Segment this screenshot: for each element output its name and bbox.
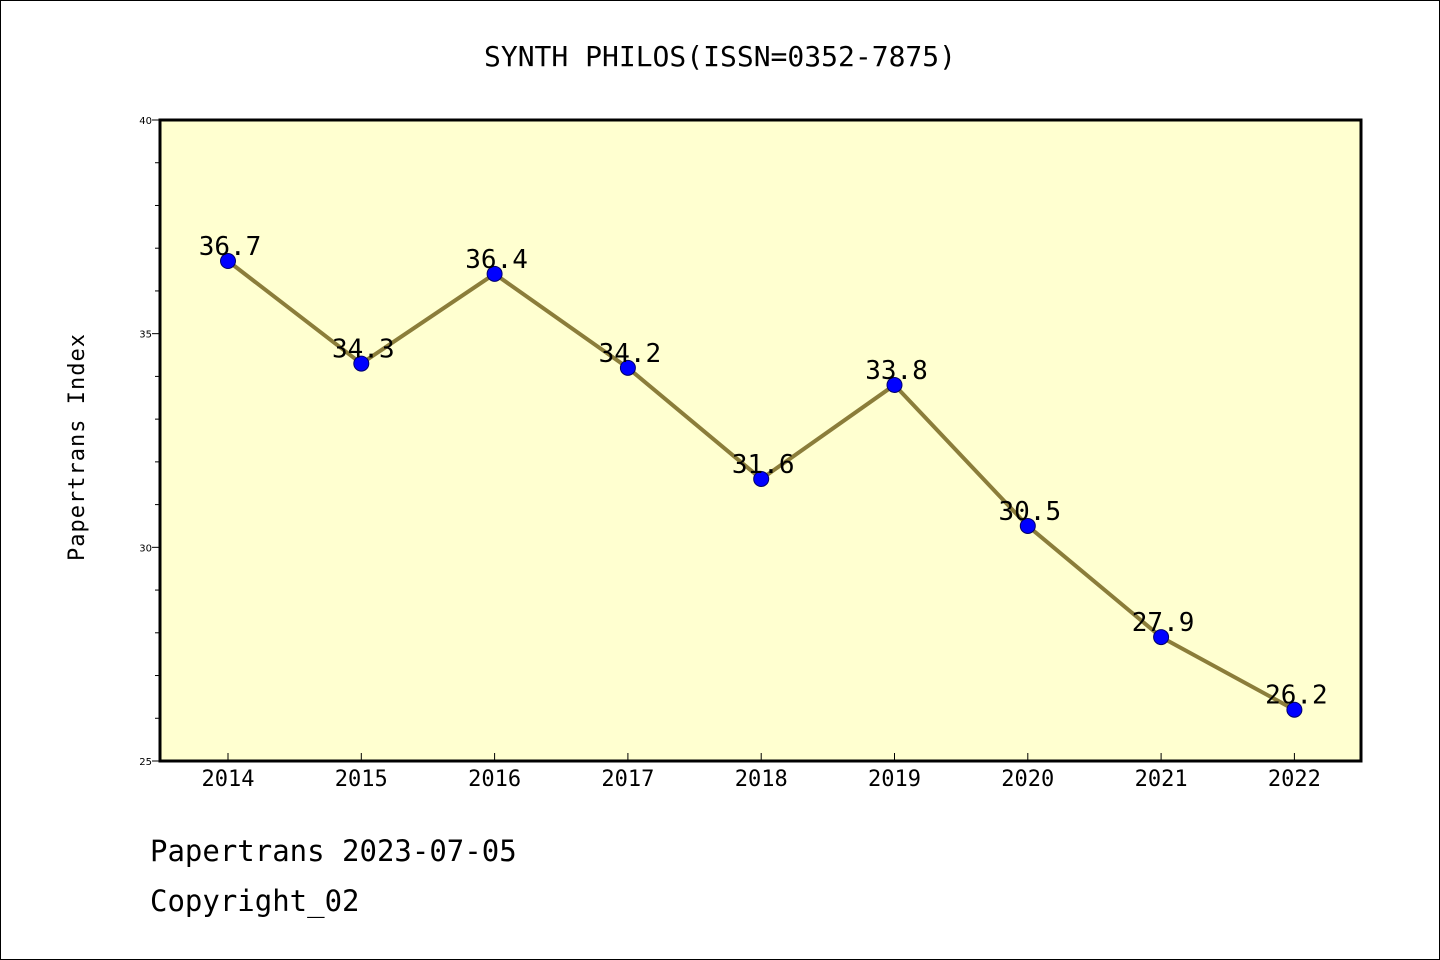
data-point: [220, 253, 236, 270]
x-tick-label: 2021: [1135, 767, 1188, 792]
data-label: 36.4: [465, 245, 528, 275]
x-axis: 2014 2015 2016 2017 2018 2019 2020 2021 2022: [202, 753, 1321, 792]
data-label: 31.6: [732, 450, 795, 480]
data-label: 26.2: [1265, 681, 1328, 711]
x-tick-label: 2022: [1268, 767, 1321, 792]
data-labels: 36.7 34.3 36.4 34.2 31.6 33.8 30.5 27.9 26.2: [199, 232, 1328, 711]
x-tick-label: 2016: [468, 767, 521, 792]
y-tick-label: 30: [139, 543, 152, 554]
data-label: 36.7: [199, 232, 262, 262]
y-tick-label: 35: [139, 330, 152, 341]
y-tick-label: 25: [139, 757, 152, 768]
x-tick-label: 2020: [1001, 767, 1054, 792]
footer-copyright: Copyright_02: [150, 884, 360, 918]
data-point: [753, 470, 770, 487]
data-point: [1019, 517, 1036, 534]
data-point: [353, 355, 370, 372]
data-point: [886, 376, 903, 393]
data-label: 34.3: [332, 335, 395, 365]
data-label: 34.2: [599, 339, 662, 369]
plot-area: [158, 118, 1363, 763]
data-label: 27.9: [1132, 608, 1195, 638]
x-tick-label: 2015: [335, 767, 388, 792]
data-point: [1286, 701, 1303, 718]
y-axis-label: Papertrans Index: [65, 333, 90, 561]
data-point: [486, 265, 503, 282]
data-point: [619, 359, 636, 376]
y-tick-label: 40: [139, 116, 152, 127]
x-tick-label: 2018: [735, 767, 788, 792]
x-tick-label: 2014: [202, 767, 255, 792]
data-label: 30.5: [998, 497, 1061, 527]
chart-title: SYNTH PHILOS(ISSN=0352-7875): [484, 40, 956, 73]
y-axis: 25 30 35 40: [139, 116, 160, 768]
series-markers: [220, 253, 1303, 718]
footer-date: Papertrans 2023-07-05: [150, 834, 517, 868]
x-tick-label: 2019: [868, 767, 921, 792]
x-tick-label: 2017: [601, 767, 654, 792]
data-label: 33.8: [865, 356, 928, 386]
data-point: [1153, 629, 1170, 646]
